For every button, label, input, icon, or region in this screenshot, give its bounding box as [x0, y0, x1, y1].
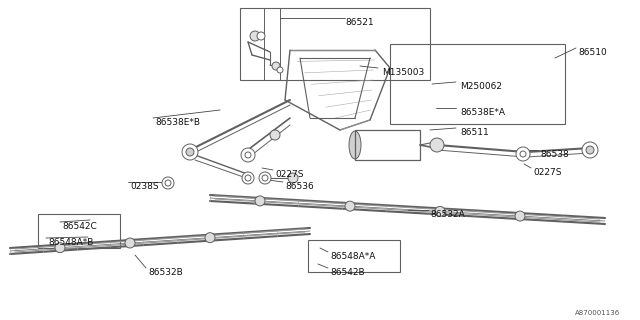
Circle shape — [520, 151, 526, 157]
Circle shape — [162, 177, 174, 189]
Circle shape — [165, 180, 171, 186]
Circle shape — [262, 175, 268, 181]
Circle shape — [257, 32, 265, 40]
Circle shape — [270, 130, 280, 140]
Circle shape — [586, 146, 594, 154]
Text: 86511: 86511 — [460, 128, 489, 137]
Text: 0227S: 0227S — [275, 170, 303, 179]
Bar — [355, 130, 420, 160]
Circle shape — [245, 152, 251, 158]
Circle shape — [182, 144, 198, 160]
Text: 86542B: 86542B — [330, 268, 365, 277]
Circle shape — [277, 67, 283, 73]
Bar — [240, 8, 430, 80]
Text: 86538E*B: 86538E*B — [155, 118, 200, 127]
Circle shape — [250, 31, 260, 41]
Circle shape — [435, 206, 445, 216]
Bar — [308, 240, 400, 272]
Text: 86532A: 86532A — [430, 210, 465, 219]
Text: 0227S: 0227S — [533, 168, 561, 177]
Bar — [390, 44, 565, 124]
Circle shape — [255, 196, 265, 206]
Text: 86521: 86521 — [345, 18, 374, 27]
Circle shape — [272, 62, 280, 70]
Ellipse shape — [349, 131, 361, 159]
Text: A870001136: A870001136 — [575, 310, 620, 316]
Circle shape — [241, 148, 255, 162]
Text: 86542C: 86542C — [62, 222, 97, 231]
Text: 86538: 86538 — [540, 150, 569, 159]
Circle shape — [55, 243, 65, 253]
Text: M135003: M135003 — [382, 68, 424, 77]
Circle shape — [288, 173, 298, 183]
Text: 86548A*A: 86548A*A — [330, 252, 376, 261]
Circle shape — [242, 172, 254, 184]
Text: 86532B: 86532B — [148, 268, 183, 277]
Circle shape — [259, 172, 271, 184]
Text: 0238S: 0238S — [130, 182, 159, 191]
Circle shape — [430, 138, 444, 152]
Circle shape — [582, 142, 598, 158]
Text: 86548A*B: 86548A*B — [48, 238, 93, 247]
Text: M250062: M250062 — [460, 82, 502, 91]
Circle shape — [186, 148, 194, 156]
Circle shape — [125, 238, 135, 248]
Circle shape — [205, 233, 215, 243]
Circle shape — [345, 201, 355, 211]
Circle shape — [245, 175, 251, 181]
Bar — [38, 214, 120, 248]
Circle shape — [515, 211, 525, 221]
Text: 86510: 86510 — [578, 48, 607, 57]
Circle shape — [516, 147, 530, 161]
Text: 86538E*A: 86538E*A — [460, 108, 505, 117]
Text: 86536: 86536 — [285, 182, 314, 191]
